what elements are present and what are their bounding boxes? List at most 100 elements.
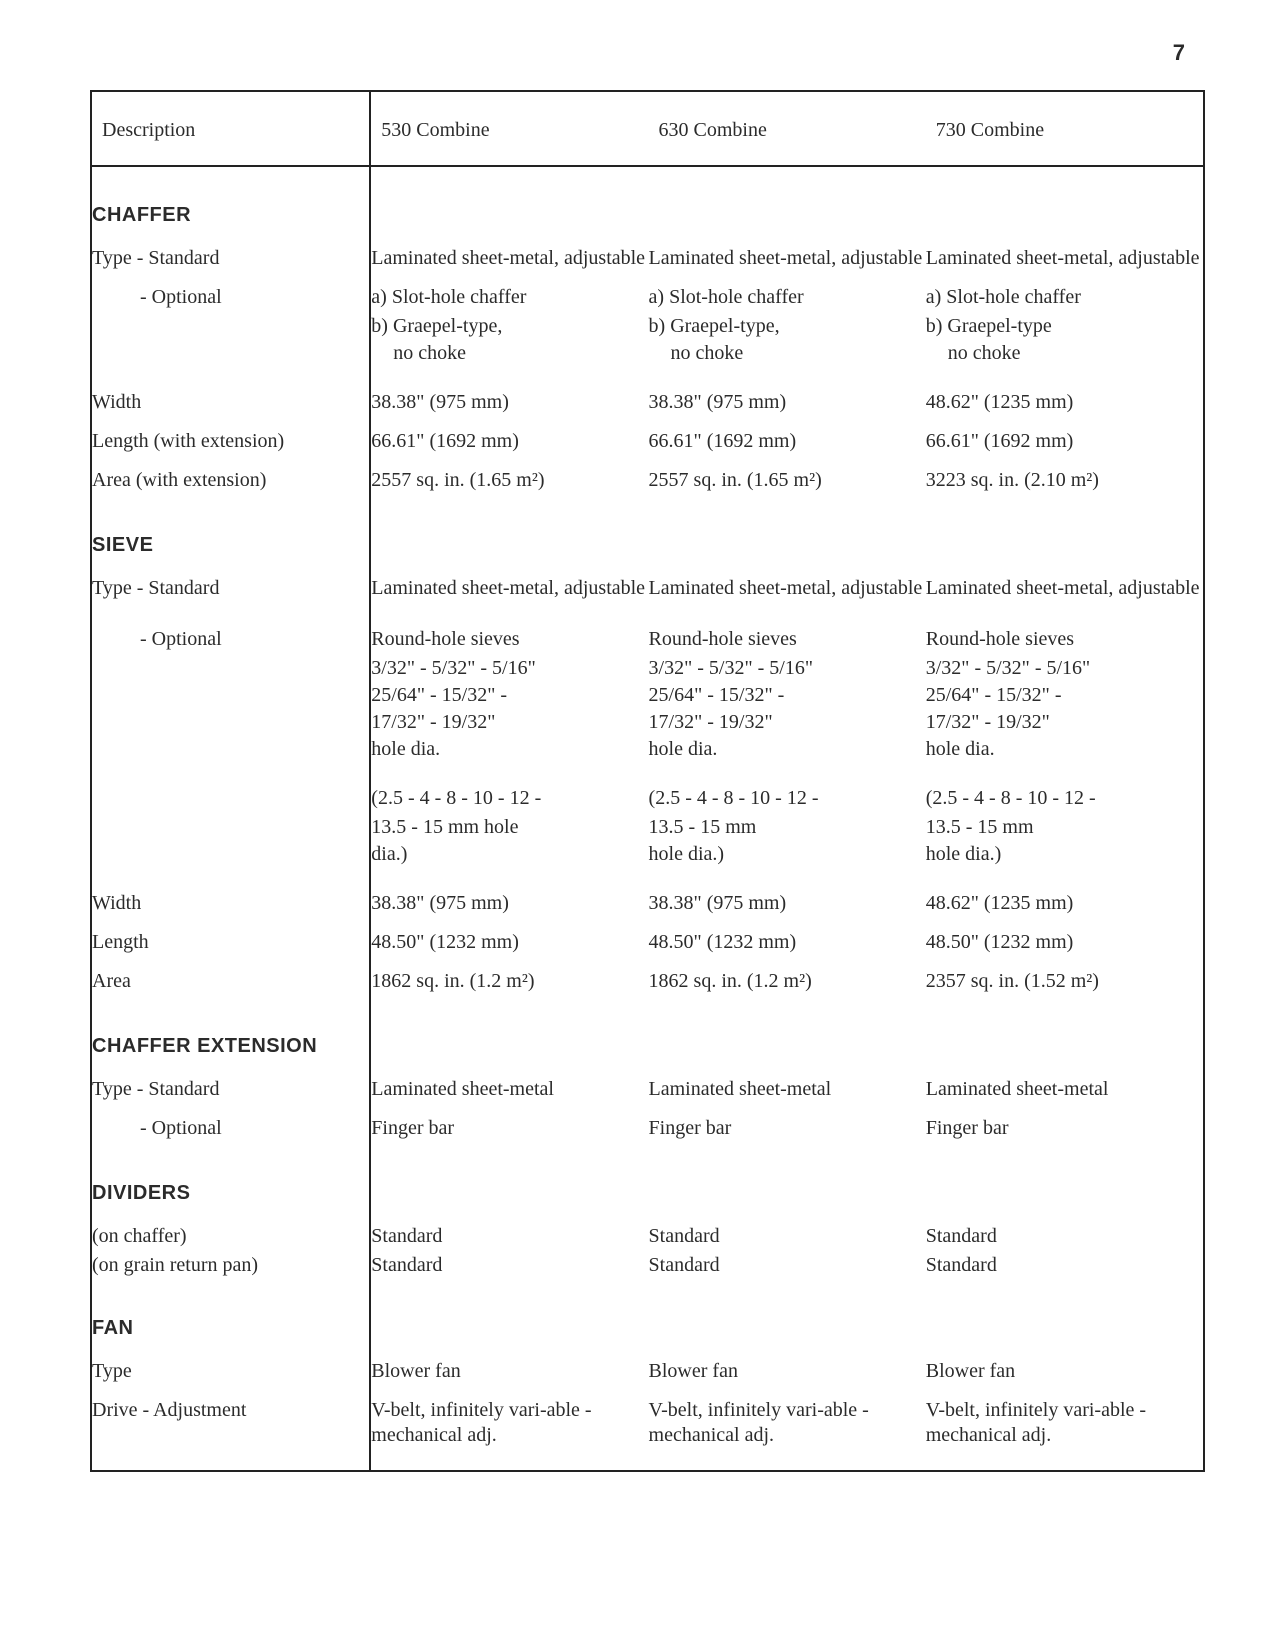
cell: a) Slot-hole chaffer: [926, 275, 1204, 314]
row-label: Type - Standard: [91, 236, 370, 275]
cell: a) Slot-hole chaffer: [370, 275, 648, 314]
cell: 48.62" (1235 mm): [926, 368, 1204, 419]
cell: hole dia.): [926, 842, 1204, 869]
row-label: Length (with extension): [91, 419, 370, 458]
cell: no choke: [370, 341, 648, 368]
cell: Standard: [926, 1253, 1204, 1280]
cell: a) Slot-hole chaffer: [649, 275, 926, 314]
section-chaffer-extension: CHAFFER EXTENSION: [91, 998, 1204, 1067]
section-heading: FAN: [91, 1280, 370, 1349]
row-label: (on grain return pan): [91, 1253, 370, 1280]
row-label: Type: [91, 1349, 370, 1388]
table-header-row: Description 530 Combine 630 Combine 730 …: [91, 91, 1204, 166]
table-row: Type - Standard Laminated sheet-metal, a…: [91, 566, 1204, 605]
table-row: hole dia. hole dia. hole dia.: [91, 737, 1204, 764]
cell: Laminated sheet-metal: [370, 1067, 648, 1106]
cell: Round-hole sieves: [370, 605, 648, 656]
cell: Standard: [370, 1214, 648, 1253]
cell: Laminated sheet-metal, adjustable: [926, 566, 1204, 605]
cell: 2557 sq. in. (1.65 m²): [370, 458, 648, 497]
cell: no choke: [649, 341, 926, 368]
table-row: Width 38.38" (975 mm) 38.38" (975 mm) 48…: [91, 869, 1204, 920]
page-number: 7: [1173, 40, 1185, 66]
cell: 25/64" - 15/32" -: [926, 683, 1204, 710]
cell: Finger bar: [649, 1106, 926, 1145]
table-row: (on grain return pan) Standard Standard …: [91, 1253, 1204, 1280]
table-row: - Optional a) Slot-hole chaffer a) Slot-…: [91, 275, 1204, 314]
table-row: 3/32" - 5/32" - 5/16" 3/32" - 5/32" - 5/…: [91, 656, 1204, 683]
cell: hole dia.): [649, 842, 926, 869]
cell: b) Graepel-type,: [649, 314, 926, 341]
row-label: Width: [91, 869, 370, 920]
table-row: Type Blower fan Blower fan Blower fan: [91, 1349, 1204, 1388]
table-row: Area 1862 sq. in. (1.2 m²) 1862 sq. in. …: [91, 959, 1204, 998]
col-header-description: Description: [91, 91, 370, 166]
row-label: Type - Standard: [91, 1067, 370, 1106]
cell: V-belt, infinitely vari-able - mechanica…: [926, 1388, 1204, 1452]
row-label: Length: [91, 920, 370, 959]
cell: V-belt, infinitely vari-able - mechanica…: [649, 1388, 926, 1452]
cell: no choke: [926, 341, 1204, 368]
cell: Laminated sheet-metal: [926, 1067, 1204, 1106]
cell: hole dia.: [370, 737, 648, 764]
table-row: - Optional Finger bar Finger bar Finger …: [91, 1106, 1204, 1145]
table-row: Type - Standard Laminated sheet-metal La…: [91, 1067, 1204, 1106]
cell: 3/32" - 5/32" - 5/16": [926, 656, 1204, 683]
section-sieve: SIEVE: [91, 497, 1204, 566]
cell: 38.38" (975 mm): [649, 368, 926, 419]
row-label: Area (with extension): [91, 458, 370, 497]
row-label: Type - Standard: [91, 566, 370, 605]
cell: 2557 sq. in. (1.65 m²): [649, 458, 926, 497]
cell: 25/64" - 15/32" -: [370, 683, 648, 710]
cell: Finger bar: [926, 1106, 1204, 1145]
table-row: 25/64" - 15/32" - 25/64" - 15/32" - 25/6…: [91, 683, 1204, 710]
cell: (2.5 - 4 - 8 - 10 - 12 -: [926, 764, 1204, 815]
table-row: no choke no choke no choke: [91, 341, 1204, 368]
cell: 25/64" - 15/32" -: [649, 683, 926, 710]
table-row: Drive - Adjustment V-belt, infinitely va…: [91, 1388, 1204, 1452]
cell: 3/32" - 5/32" - 5/16": [370, 656, 648, 683]
section-heading: SIEVE: [91, 497, 370, 566]
cell: 48.50" (1232 mm): [926, 920, 1204, 959]
row-label: Area: [91, 959, 370, 998]
cell: Blower fan: [926, 1349, 1204, 1388]
col-header-730: 730 Combine: [926, 91, 1204, 166]
cell: 66.61" (1692 mm): [370, 419, 648, 458]
cell: Blower fan: [649, 1349, 926, 1388]
cell: Standard: [649, 1214, 926, 1253]
cell: Round-hole sieves: [926, 605, 1204, 656]
table-row: 13.5 - 15 mm hole 13.5 - 15 mm 13.5 - 15…: [91, 815, 1204, 842]
cell: 13.5 - 15 mm hole: [370, 815, 648, 842]
cell: 3/32" - 5/32" - 5/16": [649, 656, 926, 683]
table-row: 17/32" - 19/32" 17/32" - 19/32" 17/32" -…: [91, 710, 1204, 737]
cell: Laminated sheet-metal, adjustable: [370, 236, 648, 275]
cell: 17/32" - 19/32": [370, 710, 648, 737]
section-heading: CHAFFER EXTENSION: [91, 998, 370, 1067]
cell: hole dia.: [649, 737, 926, 764]
cell: 66.61" (1692 mm): [926, 419, 1204, 458]
cell: 48.50" (1232 mm): [370, 920, 648, 959]
cell: 17/32" - 19/32": [926, 710, 1204, 737]
cell: b) Graepel-type,: [370, 314, 648, 341]
table-row: - Optional Round-hole sieves Round-hole …: [91, 605, 1204, 656]
page: 7 Description 530 Combine 630 Combine 73…: [0, 0, 1275, 1650]
table-row: Length (with extension) 66.61" (1692 mm)…: [91, 419, 1204, 458]
cell: Round-hole sieves: [649, 605, 926, 656]
cell: Laminated sheet-metal, adjustable: [649, 566, 926, 605]
cell: dia.): [370, 842, 648, 869]
table-row: (on chaffer) Standard Standard Standard: [91, 1214, 1204, 1253]
cell: 13.5 - 15 mm: [649, 815, 926, 842]
cell: 38.38" (975 mm): [370, 368, 648, 419]
row-label: Drive - Adjustment: [91, 1388, 370, 1452]
cell: 13.5 - 15 mm: [926, 815, 1204, 842]
section-heading: DIVIDERS: [91, 1145, 370, 1214]
cell: Standard: [649, 1253, 926, 1280]
section-heading: CHAFFER: [91, 166, 370, 236]
cell: 66.61" (1692 mm): [649, 419, 926, 458]
table-row: (2.5 - 4 - 8 - 10 - 12 - (2.5 - 4 - 8 - …: [91, 764, 1204, 815]
row-label: (on chaffer): [91, 1214, 370, 1253]
table-row: Length 48.50" (1232 mm) 48.50" (1232 mm)…: [91, 920, 1204, 959]
row-label: - Optional: [91, 1106, 370, 1145]
section-fan: FAN: [91, 1280, 1204, 1349]
cell: 38.38" (975 mm): [649, 869, 926, 920]
